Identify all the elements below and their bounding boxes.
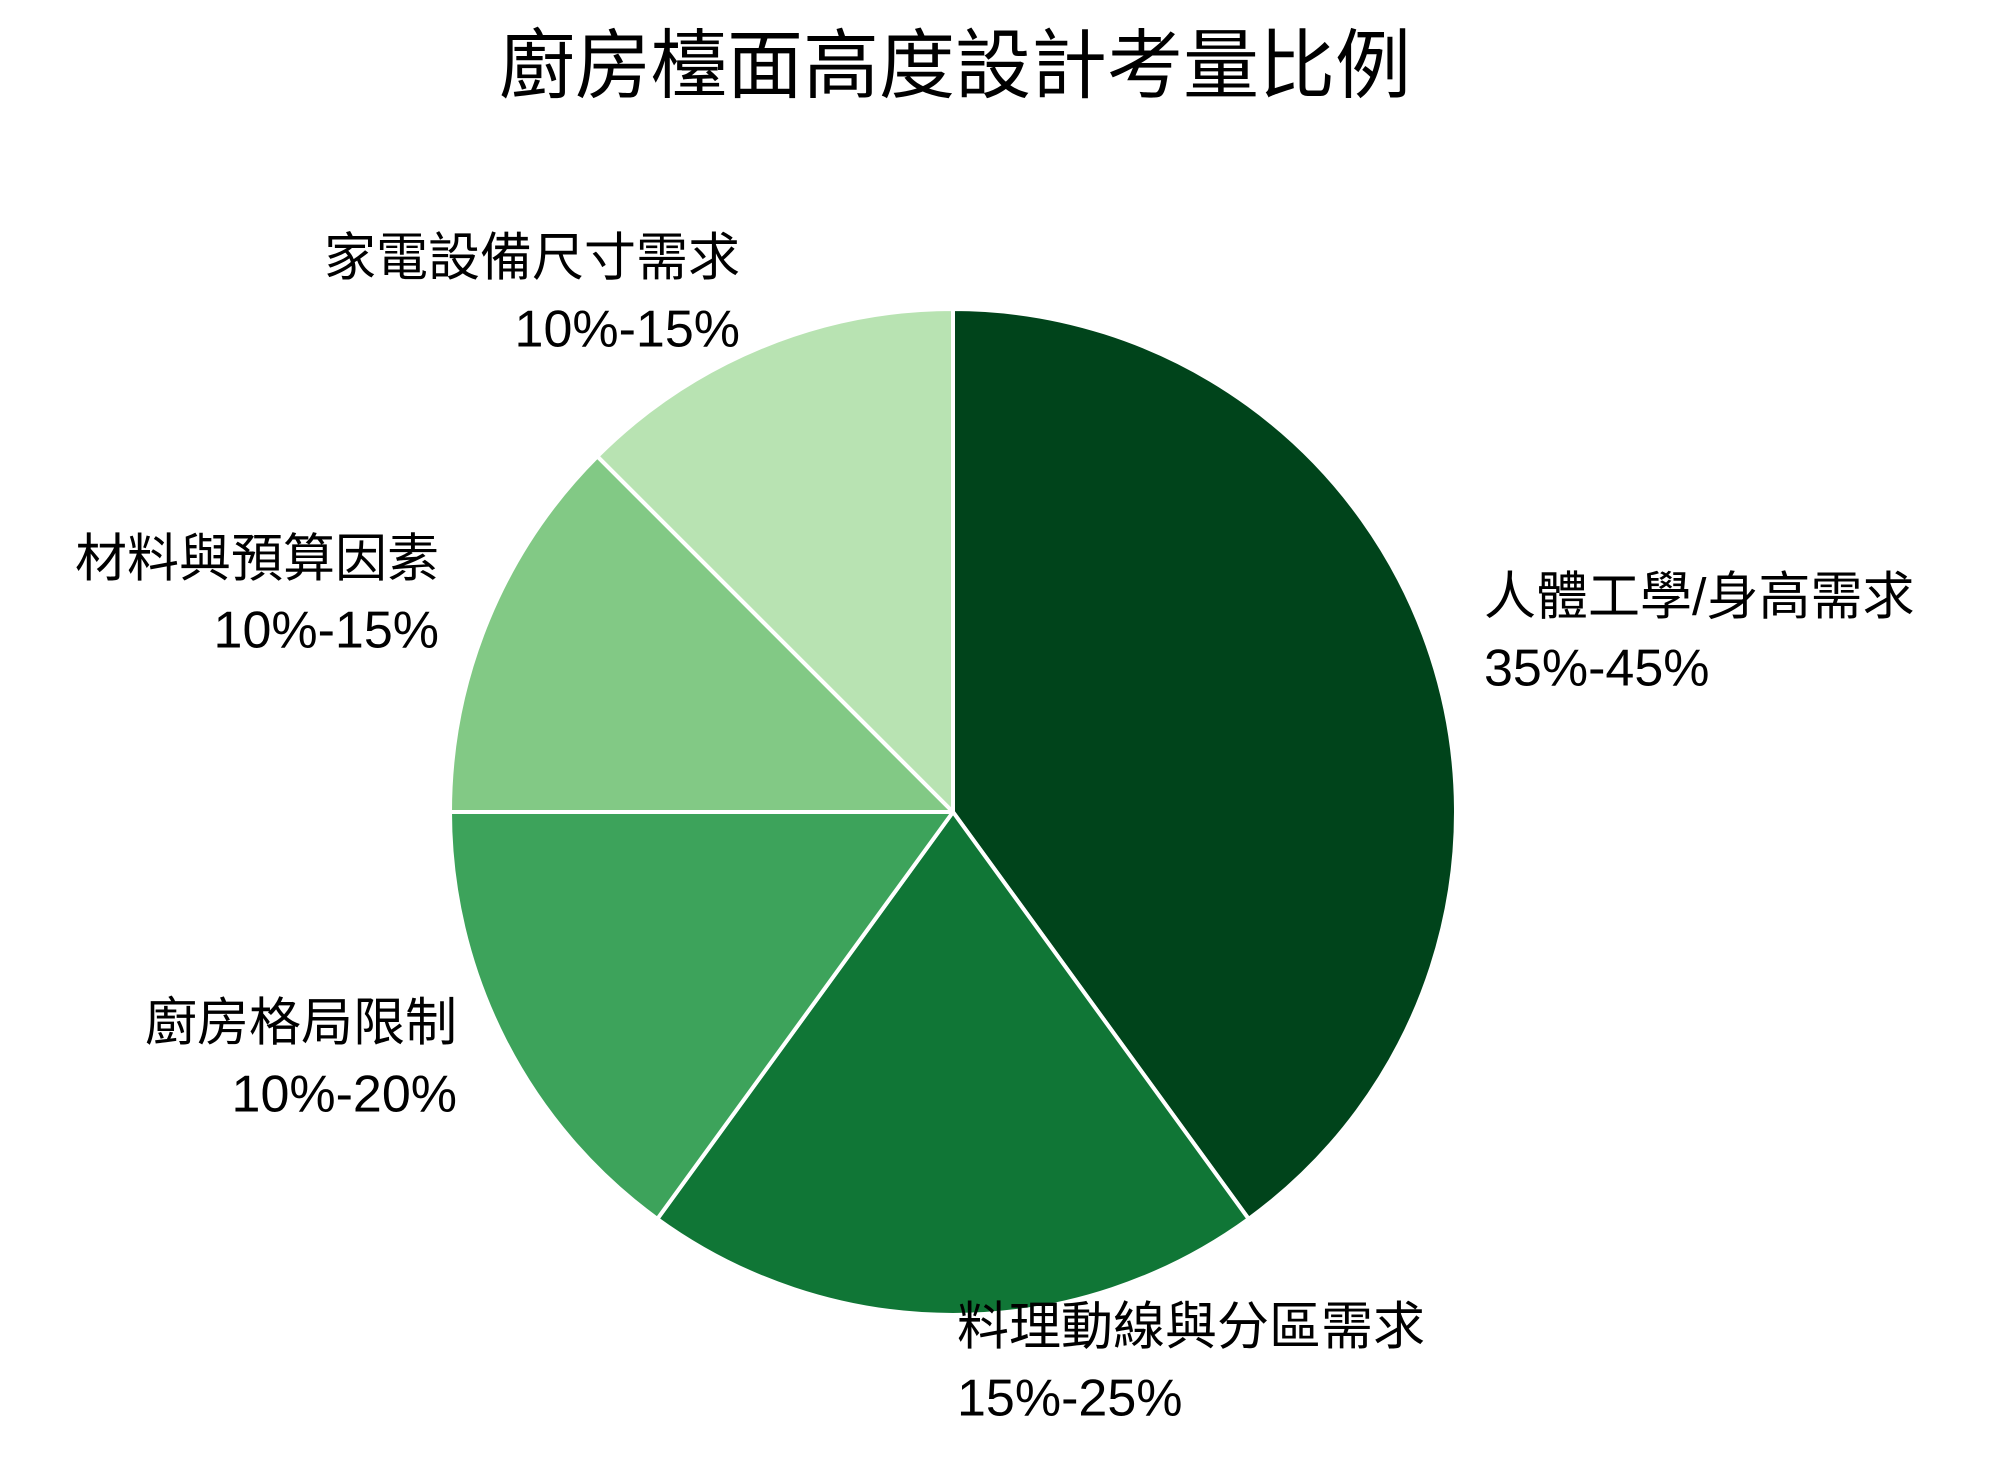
slice-value-label: 15%-25% — [957, 1370, 1182, 1428]
slice-value-label: 10%-20% — [232, 1066, 457, 1124]
pie-slice — [595, 307, 955, 814]
slice-label: 料理動線與分區需求 — [957, 1299, 1425, 1357]
slice-value-label: 10%-15% — [214, 602, 439, 660]
slice-value-label: 35%-45% — [1484, 640, 1709, 698]
slice-value-label: 10%-15% — [515, 301, 740, 359]
slice-label: 家電設備尺寸需求 — [324, 230, 740, 288]
pie-slice — [951, 307, 1458, 1221]
pie-slice — [655, 810, 1251, 1318]
pie-slice — [448, 454, 955, 814]
chart-title: 廚房檯面高度設計考量比例 — [499, 24, 1411, 109]
pie-slice — [448, 810, 955, 1221]
slice-label: 材料與預算因素 — [75, 531, 439, 589]
slice-label: 廚房格局限制 — [145, 995, 457, 1053]
slice-label: 人體工學/身高需求 — [1484, 569, 1914, 627]
